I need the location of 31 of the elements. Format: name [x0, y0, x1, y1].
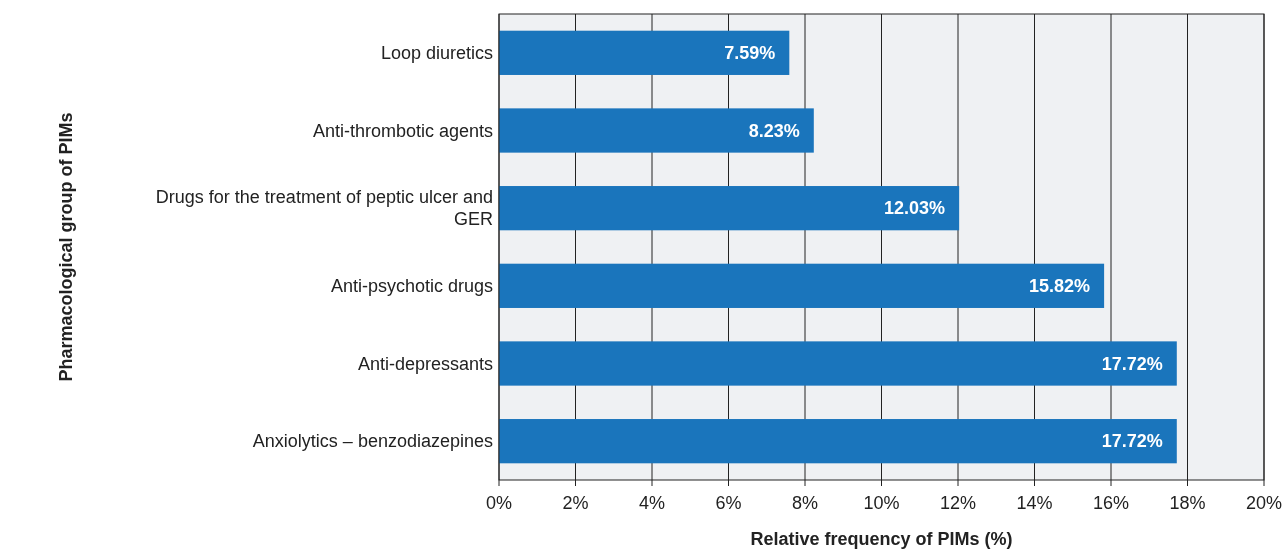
y-tick-label: Loop diuretics: [380, 43, 493, 64]
data-label: 15.82%: [1029, 276, 1091, 297]
data-label: 17.72%: [1101, 353, 1163, 374]
y-tick-label: Anti-thrombotic agents: [312, 120, 493, 141]
x-tick-label: 18%: [1169, 493, 1206, 513]
x-tick-label: 10%: [863, 493, 900, 513]
x-tick-label: 16%: [1092, 493, 1130, 513]
data-label: 17.72%: [1101, 431, 1163, 452]
y-tick-label: Drugs for the treatment of peptic ulcer and GER: [155, 187, 493, 230]
data-label: 8.23%: [748, 120, 800, 141]
x-tick-label: 4%: [638, 493, 666, 513]
x-tick-label: 20%: [1245, 493, 1283, 513]
x-tick-label: 14%: [1016, 493, 1053, 513]
y-tick-label: Anxiolytics – benzodiazepines: [252, 431, 493, 452]
bar: [499, 419, 1177, 464]
x-tick-label: 8%: [791, 493, 819, 513]
x-tick-label: 0%: [485, 493, 513, 513]
y-tick-label: Anti-psychotic drugs: [330, 276, 493, 297]
bar: [499, 186, 960, 231]
x-tick-label: 12%: [939, 493, 977, 513]
data-label: 7.59%: [724, 43, 776, 64]
x-tick-label: 6%: [715, 493, 742, 513]
bar: [499, 108, 814, 153]
bar: [499, 263, 1105, 308]
y-tick-label: Anti-depressants: [357, 353, 493, 374]
data-label: 12.03%: [884, 198, 946, 219]
bar: [499, 30, 790, 75]
y-axis-title: Pharmacological group of PIMs: [56, 112, 76, 382]
x-axis-title: Relative frequency of PIMs (%): [750, 529, 1013, 549]
x-tick-label: 2%: [562, 493, 589, 513]
bar: [499, 341, 1177, 386]
